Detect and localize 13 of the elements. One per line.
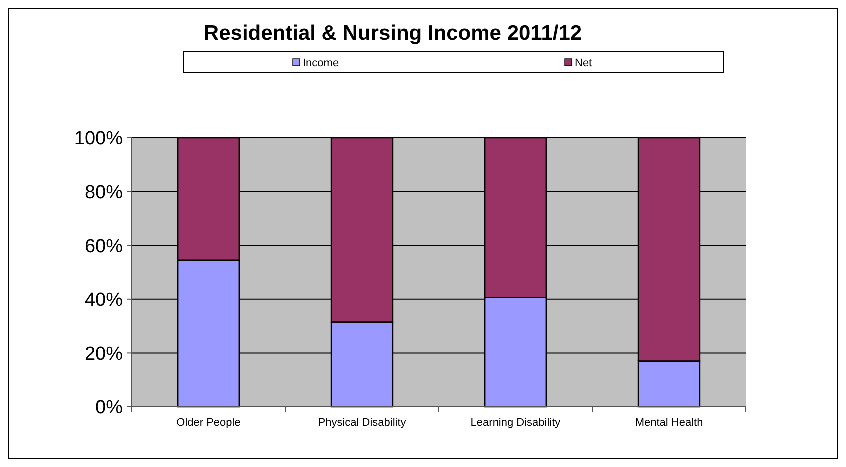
chart-title: Residential & Nursing Income 2011/12: [204, 22, 582, 45]
y-tick-label: 80%: [84, 182, 124, 204]
y-tick-label: 100%: [74, 128, 124, 150]
y-tick-label: 60%: [84, 236, 124, 258]
y-tick-label: 0%: [96, 398, 124, 419]
legend-label: Net: [575, 58, 592, 70]
x-tick-label: Older People: [176, 417, 241, 429]
y-tick-label: 20%: [84, 344, 124, 365]
legend-label: Income: [303, 58, 340, 70]
x-tick-label: Mental Health: [635, 417, 704, 429]
y-tick-label: 40%: [84, 290, 124, 312]
x-tick-label: Learning Disability: [470, 417, 562, 429]
x-tick-label: Physical Disability: [318, 417, 407, 429]
